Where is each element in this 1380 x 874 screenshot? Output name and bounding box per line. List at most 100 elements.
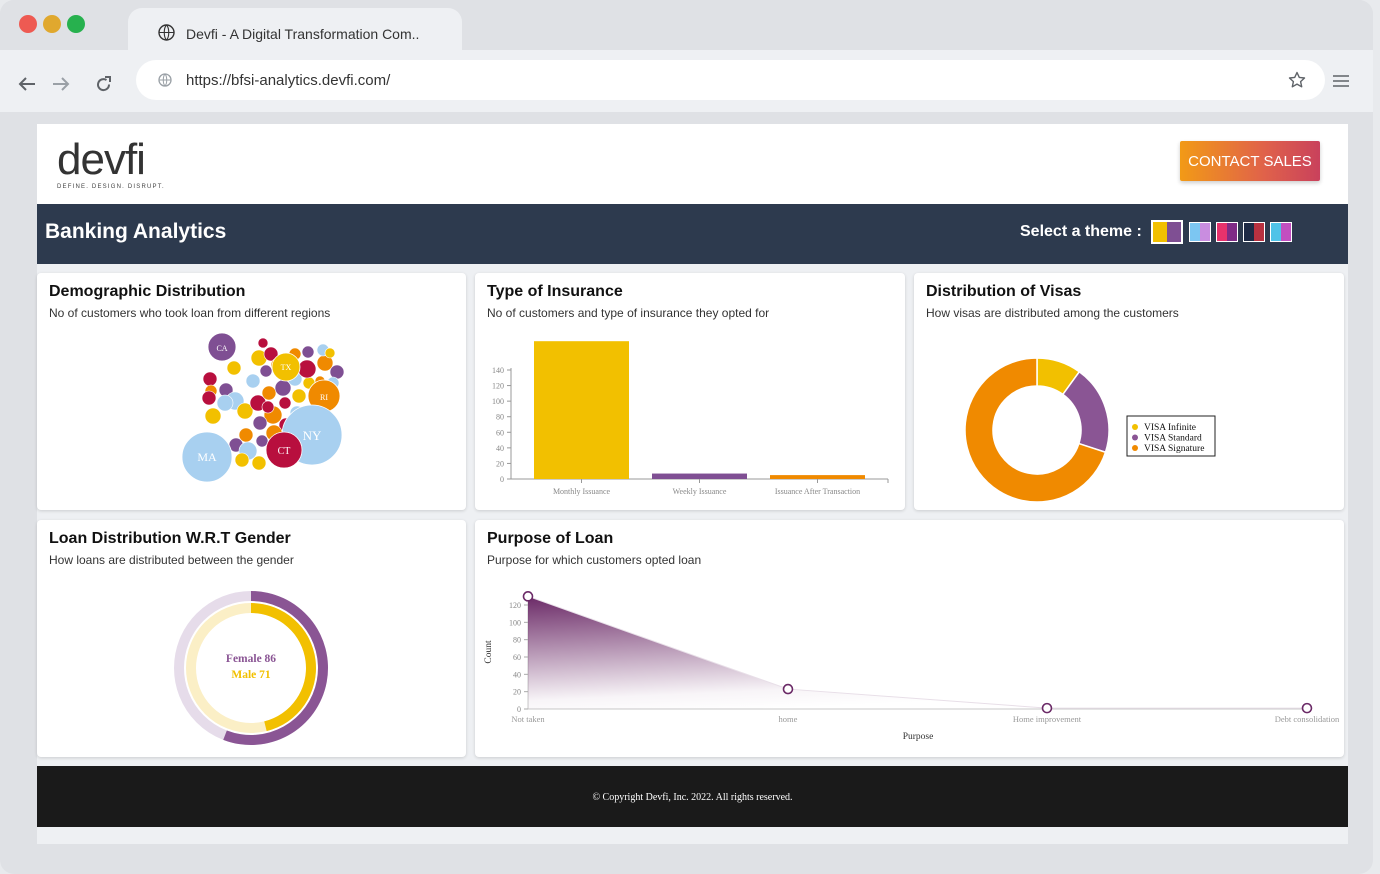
donut-slice [1061,370,1110,454]
theme-swatch-5[interactable] [1270,222,1292,242]
bubble [257,337,269,349]
card-subtitle: No of customers who took loan from diffe… [49,306,331,320]
bookmark-star-icon[interactable] [1288,71,1306,89]
url-text: https://bfsi-analytics.devfi.com/ [186,72,391,89]
bubble [202,371,218,387]
data-point [1041,702,1053,714]
contact-sales-button[interactable]: CONTACT SALES [1180,141,1320,181]
x-tick-label: Monthly Issuance [553,487,611,496]
female-label: Female 86 [226,653,276,665]
legend-marker [1132,445,1138,451]
x-tick-label: Issuance After Transaction [775,487,860,496]
male-arc [251,603,316,732]
data-point [522,591,534,602]
bubble [265,431,303,469]
bubble [204,407,222,425]
bubble-label: CA [216,344,227,353]
gender-ring-chart[interactable]: Female 86 Male 71 [37,520,466,757]
bubble [271,352,301,382]
bubble [236,402,254,420]
menu-icon[interactable] [1333,74,1349,88]
legend-marker [1132,434,1138,441]
area-fill [528,596,1307,709]
browser-toolbar: https://bfsi-analytics.devfi.com/ [0,50,1373,112]
bubble [301,345,315,359]
demographic-card: Demographic Distribution No of customers… [37,273,466,510]
insurance-bar-chart[interactable]: 0 20 40 60 80 100 120 140 Monthly Issuance Weekly… [475,273,905,510]
insurance-card: Type of Insurance No of customers and ty… [475,273,905,510]
card-subtitle: How loans are distributed between the ge… [49,553,294,567]
bubble [234,452,250,468]
bubble [251,455,267,471]
bubble [291,388,307,404]
minimize-window-button[interactable] [43,15,61,33]
bubble [226,360,242,376]
tab-bar: Devfi - A Digital Transformation Com.. [0,0,1373,50]
gender-card: Loan Distribution W.R.T Gender How loans… [37,520,466,757]
y-tick-label: 120 [492,382,504,391]
legend-box [1126,415,1216,457]
x-tick-label: Debt consolidation [1275,714,1340,724]
maximize-window-button[interactable] [67,15,85,33]
x-tick-label: home [779,714,798,724]
bubble [201,390,217,406]
y-tick-label: 40 [513,670,521,679]
y-tick-label: 0 [517,705,521,714]
y-tick-label: 80 [496,413,504,422]
bubble [259,364,273,378]
site-info-icon[interactable] [158,73,172,87]
y-tick-label: 100 [509,618,521,627]
legend-label: VISA Infinite [1144,422,1196,433]
y-axis-title: Count [484,640,494,664]
bubble [245,373,261,389]
forward-icon[interactable] [52,76,70,92]
bubble [181,431,233,483]
legend-marker [1132,424,1138,430]
y-tick-label: 20 [513,688,521,697]
theme-swatch-4[interactable] [1243,222,1265,242]
site-header: devfi DEFINE. DESIGN. DISRUPT. CONTACT S… [37,124,1348,204]
bubble [261,385,277,401]
y-tick-label: 100 [492,397,504,406]
close-window-button[interactable] [19,15,37,33]
card-title: Distribution of Visas [926,283,1082,300]
theme-swatch-3[interactable] [1216,222,1238,242]
address-bar[interactable]: https://bfsi-analytics.devfi.com/ [136,60,1325,100]
theme-swatch-2[interactable] [1189,222,1211,242]
card-subtitle: How visas are distributed among the cust… [926,306,1179,320]
legend-label: VISA Signature [1144,444,1204,454]
bubble-label: NY [303,428,322,443]
y-tick-label: 0 [500,475,504,484]
bubble-chart[interactable]: CA TX RI NY MA CT IL [37,273,466,510]
y-tick-label: 20 [496,459,504,468]
bubble-label: IL [210,426,216,432]
purpose-area-chart[interactable]: 0 20 40 60 80 100 120 Not taken home Home improve… [475,520,1344,757]
page-viewport: devfi DEFINE. DESIGN. DISRUPT. CONTACT S… [37,124,1348,844]
y-tick-label: 80 [513,636,521,645]
bubble [278,396,292,410]
back-icon[interactable] [18,76,36,92]
data-point [1301,702,1313,714]
browser-tab[interactable]: Devfi - A Digital Transformation Com.. [128,8,462,50]
card-title: Type of Insurance [487,283,623,300]
y-tick-label: 120 [509,601,521,610]
legend-label: VISA Standard [1144,434,1202,444]
page-title: Banking Analytics [45,220,227,243]
bar [534,341,629,479]
bubble [216,394,234,412]
x-axis-title: Purpose [903,732,934,742]
card-title: Purpose of Loan [487,530,614,547]
bar [652,473,747,479]
donut-slice [964,357,1107,503]
male-label: Male 71 [231,669,271,681]
devfi-logo[interactable]: devfi DEFINE. DESIGN. DISRUPT. [57,138,165,191]
card-title: Loan Distribution W.R.T Gender [49,530,291,547]
reload-icon[interactable] [95,76,112,93]
theme-swatch-1[interactable] [1151,220,1183,244]
x-tick-label: Not taken [511,714,545,724]
title-band: Banking Analytics Select a theme : [37,204,1348,264]
copyright-text: © Copyright Devfi, Inc. 2022. All rights… [592,792,793,803]
globe-icon [158,24,175,41]
